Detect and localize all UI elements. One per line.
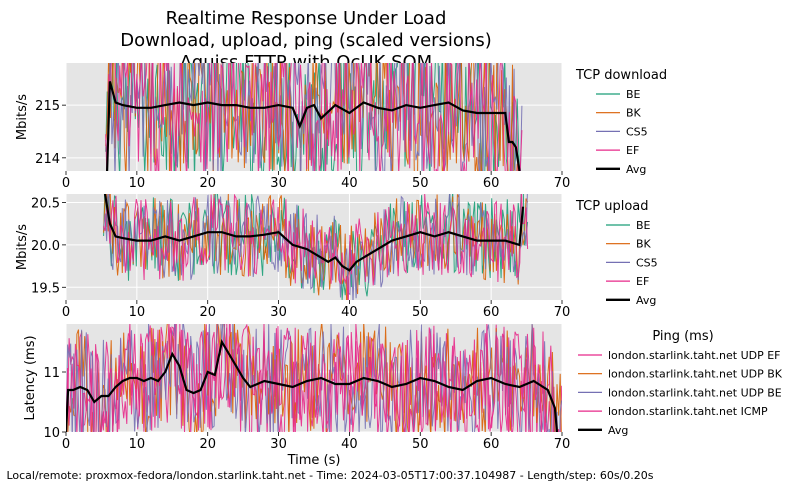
x-tick-label: 60 — [483, 305, 500, 320]
legend-title: TCP upload — [575, 199, 649, 214]
series-line-avg — [106, 81, 521, 171]
legend-label: london.starlink.taht.net ICMP — [608, 405, 768, 418]
footer-info: Local/remote: proxmox-fedora/london.star… — [6, 469, 654, 482]
series-group-upload — [103, 194, 529, 300]
y-tick-label: 215 — [35, 99, 60, 114]
legend-label: london.starlink.taht.net UDP EF — [608, 349, 781, 362]
legend-ping: Ping (ms) london.starlink.taht.net UDP EF… — [578, 329, 783, 437]
legend-label: EF — [636, 275, 649, 288]
chart-title-line-2: Download, upload, ping (scaled versions) — [120, 30, 492, 51]
legend-label: BE — [636, 219, 651, 232]
legend-download: TCP download BE BK CS5 EF Avg — [575, 68, 667, 176]
legend-label: BK — [626, 107, 642, 120]
legend-label: CS5 — [636, 256, 658, 269]
x-tick-label: 40 — [341, 437, 358, 452]
x-tick-label: 0 — [62, 437, 70, 452]
series-line-EF — [105, 63, 523, 171]
x-tick-label: 40 — [341, 305, 358, 320]
legend-label: london.starlink.taht.net UDP BE — [608, 386, 782, 399]
series-group-download — [105, 63, 523, 171]
x-tick-label: 30 — [270, 437, 287, 452]
y-tick-label: 19.5 — [31, 281, 60, 296]
series-group-ping — [66, 324, 562, 432]
x-tick-label: 50 — [412, 176, 429, 191]
y-tick-label: 10 — [43, 426, 60, 441]
series-line-ICMP — [66, 324, 560, 432]
legend-title: TCP download — [575, 68, 667, 83]
x-tick-label: 60 — [483, 437, 500, 452]
legend-label: Avg — [636, 294, 656, 307]
legend-label: BK — [636, 238, 652, 251]
chart-title-line-1: Realtime Response Under Load — [165, 8, 447, 29]
x-tick-label: 70 — [554, 437, 571, 452]
y-tick-label: 20.0 — [31, 239, 60, 254]
legend-label: BE — [626, 88, 641, 101]
x-tick-label: 60 — [483, 176, 500, 191]
x-tick-label: 30 — [270, 176, 287, 191]
x-tick-label: 40 — [341, 176, 358, 191]
x-axis-label: Time (s) — [287, 453, 341, 468]
y-tick-label: 20.5 — [31, 196, 60, 211]
x-tick-label: 70 — [554, 176, 571, 191]
x-tick-label: 70 — [554, 305, 571, 320]
series-line-avg — [66, 339, 559, 432]
x-tick-label: 0 — [62, 176, 70, 191]
x-tick-label: 50 — [412, 305, 429, 320]
legend-label: Avg — [608, 424, 628, 437]
x-tick-label: 0 — [62, 305, 70, 320]
x-tick-label: 10 — [129, 305, 146, 320]
legend-label: EF — [626, 144, 639, 157]
x-tick-label: 20 — [199, 437, 216, 452]
x-tick-label: 20 — [199, 305, 216, 320]
y-tick-label: 11 — [43, 366, 60, 381]
series-line-EF — [103, 194, 529, 300]
panel-download: 0 10 20 30 40 50 60 70 214 215 Mbits/s TCP download… — [15, 63, 667, 191]
x-tick-label: 10 — [129, 176, 146, 191]
x-tick-label: 50 — [412, 437, 429, 452]
y-axis-label: Mbits/s — [15, 94, 30, 140]
legend-title: Ping (ms) — [652, 329, 713, 344]
x-tick-label: 10 — [129, 437, 146, 452]
x-tick-label: 30 — [270, 305, 287, 320]
legend-label: Avg — [626, 163, 646, 176]
y-axis-label: Latency (ms) — [23, 335, 38, 420]
x-tick-label: 20 — [199, 176, 216, 191]
series-line-avg — [103, 194, 525, 272]
y-tick-label: 214 — [35, 152, 60, 167]
legend-upload: TCP upload BE BK CS5 EF Avg — [575, 199, 658, 307]
legend-label: CS5 — [626, 125, 648, 138]
legend-label: london.starlink.taht.net UDP BK — [608, 368, 783, 381]
y-axis-label: Mbits/s — [15, 224, 30, 270]
